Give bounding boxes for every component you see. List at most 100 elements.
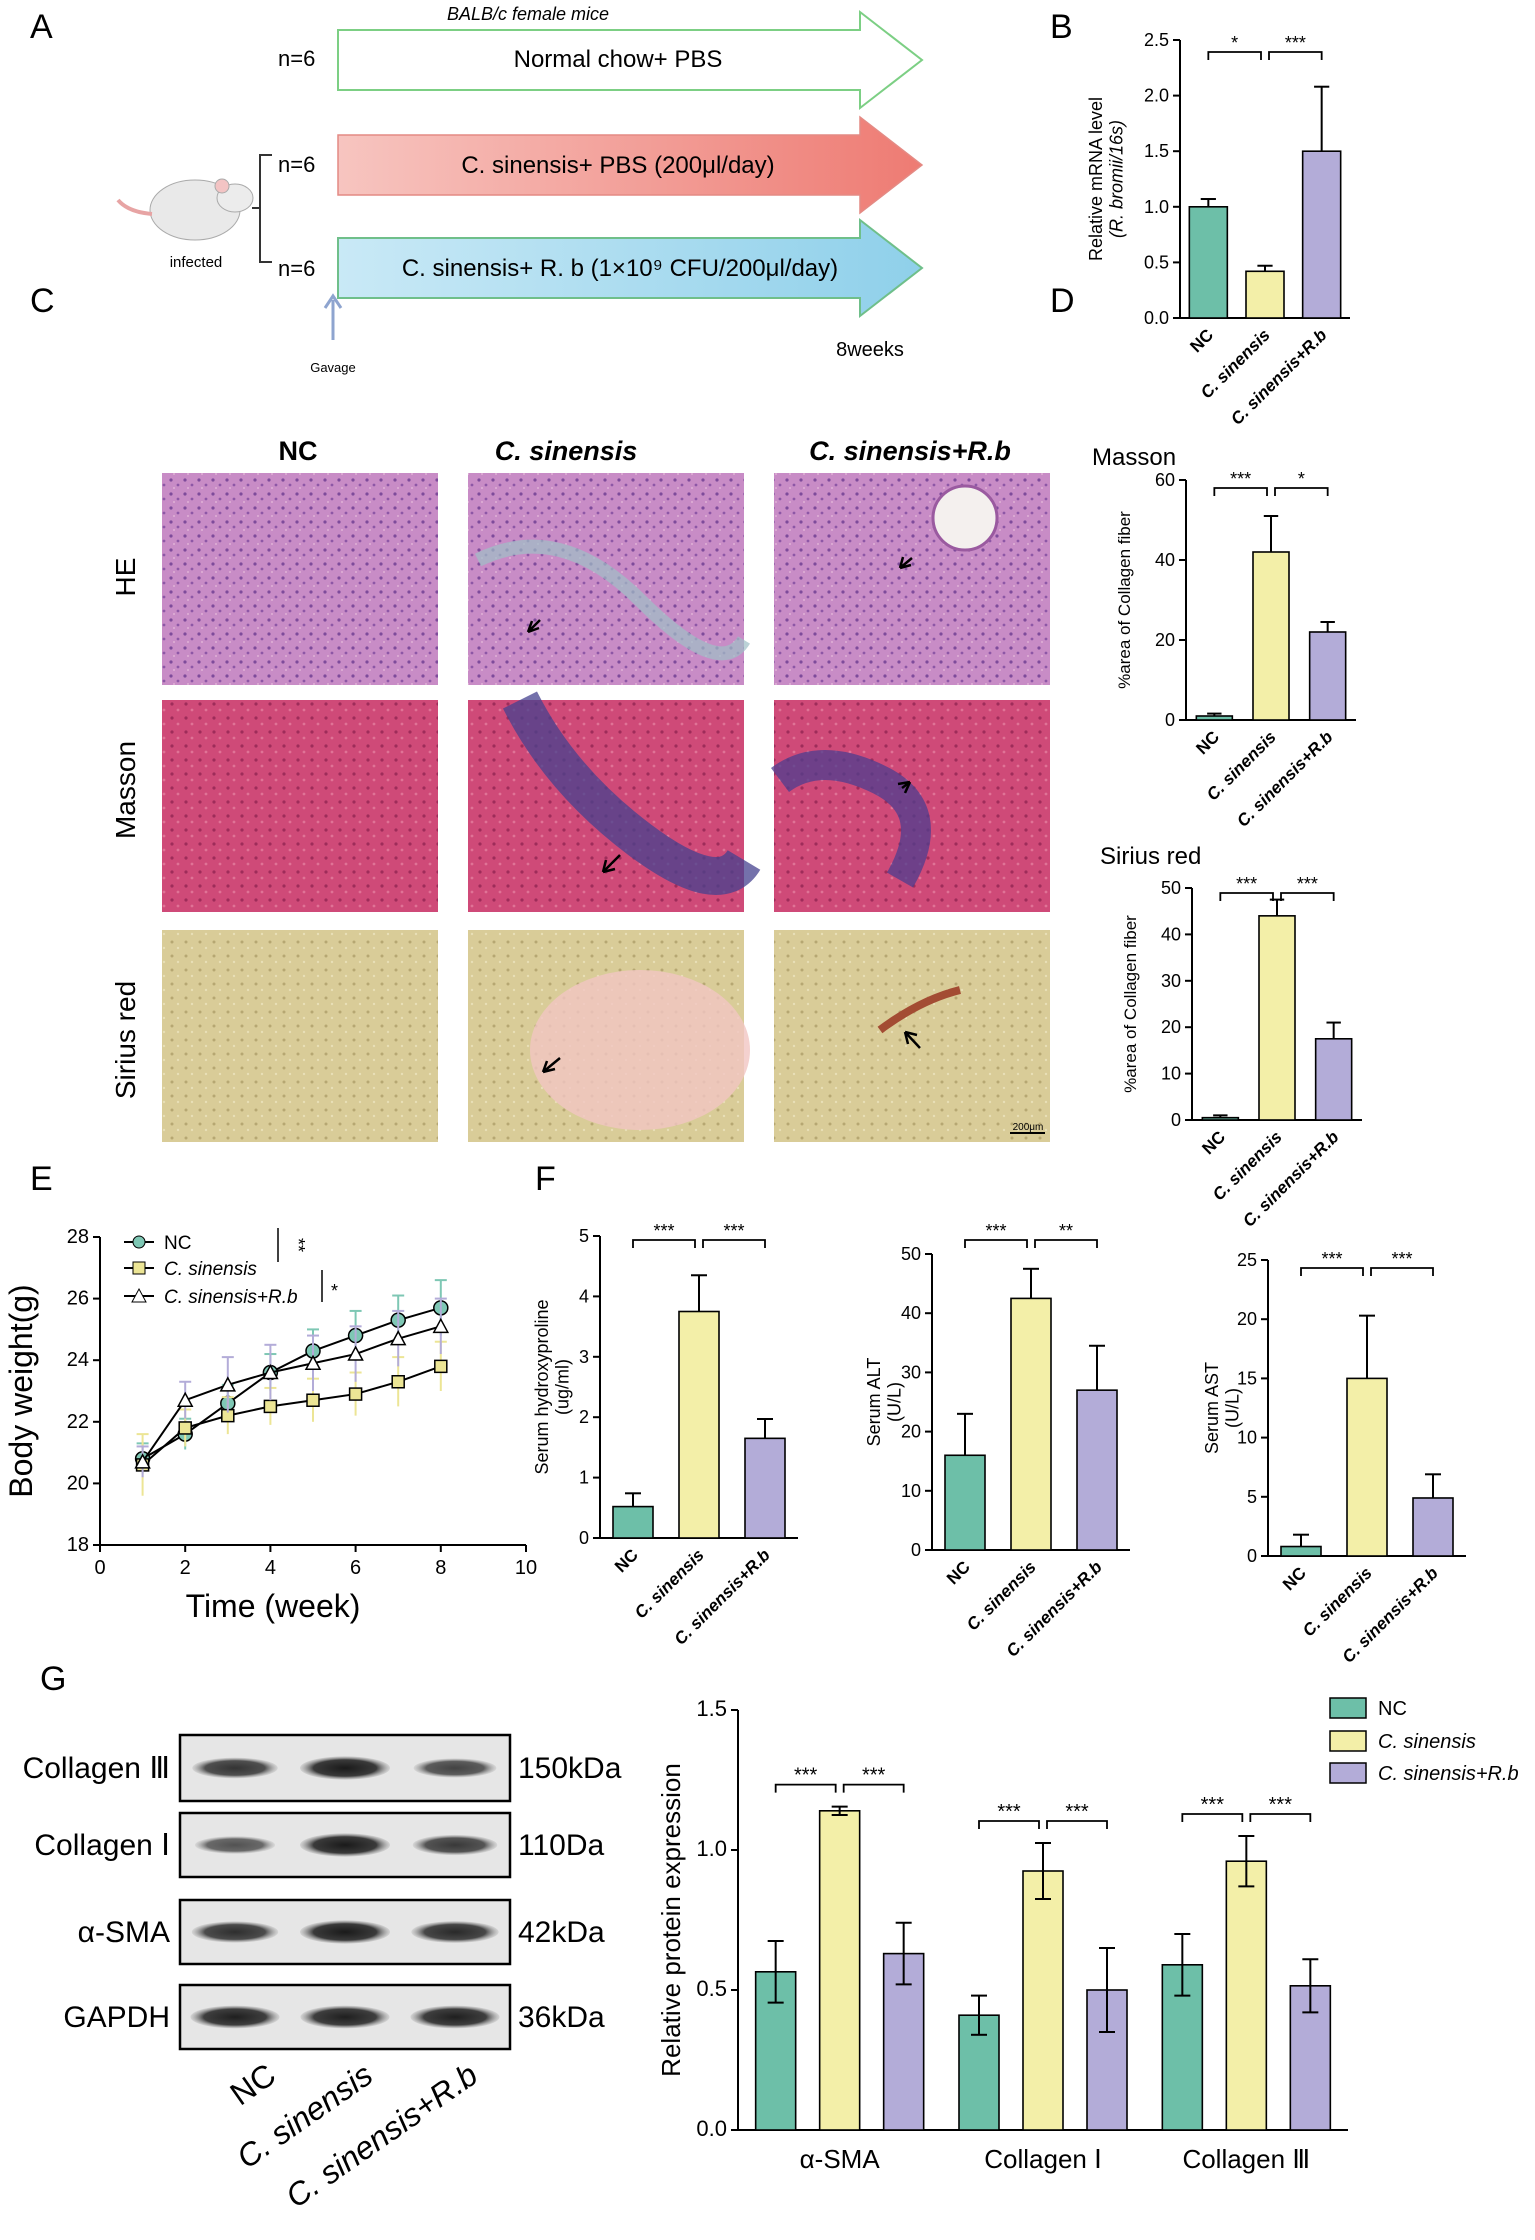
x-tick-label: NC [1186,325,1217,356]
legend-marker [131,1287,147,1303]
blot-band [300,1833,390,1857]
significance-bracket [632,1239,696,1248]
y-tick-label: 24 [67,1349,89,1371]
y-tick-label: 1 [579,1468,589,1488]
legend-swatch [1329,1697,1367,1719]
y-axis-label: %area of Collagen fiber [1121,915,1140,1093]
series-line [141,1325,442,1463]
gavage-label: Gavage [310,360,356,375]
y-tick-label: 0.5 [1144,252,1169,272]
y-tick-label: 0.0 [696,2116,727,2141]
y-tick-label: 20 [67,1472,89,1494]
histo-row-masson: Masson [110,741,141,839]
y-axis-label: %area of Collagen fiber [1115,511,1134,689]
panel-label-d: D [1050,282,1075,320]
y-tick-label: 26 [67,1288,89,1310]
mouse-icon [116,178,254,241]
blot-band [300,2005,390,2029]
significance-bracket [978,1820,1040,1829]
blot-band [194,1836,276,1854]
panel-label-b: B [1050,8,1073,46]
data-point [391,1375,405,1389]
y-tick-label: 10 [901,1481,921,1501]
y-tick-label: 20 [1237,1309,1257,1329]
chart-title: Sirius red [1100,843,1201,870]
histo-row-sirius: Sirius red [110,981,141,1099]
y-tick-label: 0 [1171,1110,1181,1130]
significance-bracket [1207,51,1262,60]
bar [1280,1545,1322,1557]
y-tick-label: 0 [1165,710,1175,730]
data-point [134,1453,151,1469]
blot-band [300,1756,390,1780]
bar [1201,1116,1240,1121]
group-n-crb: n=6 [278,256,315,281]
blot-band [412,1834,498,1856]
y-tick-label: 0 [911,1540,921,1560]
legend-label: C. sinensis+R.b [164,1287,298,1308]
bar [1308,631,1347,721]
y-axis-label: Relative mRNA level(R. bromii/16s) [1086,97,1127,261]
y-tick-label: 40 [901,1303,921,1323]
y-tick-label: 2.5 [1144,30,1169,50]
data-point [263,1399,278,1414]
group-label-nc: Normal chow+ PBS [514,46,723,73]
data-point [262,1363,279,1380]
significance-bracket [1268,51,1323,60]
histo-col-crb: C. sinensis+R.b [809,436,1011,466]
group-arrow-cs [337,115,924,215]
y-axis-label: Serum hydroxyproline(ug/ml) [532,1299,573,1474]
significance-bracket [1219,892,1274,901]
significance-label: ** [288,1238,308,1252]
y-tick-label: 0 [579,1528,589,1548]
group-arrow-crb [337,217,924,319]
y-tick-label: 50 [1161,878,1181,898]
blot-band [300,1920,390,1944]
y-tick-label: 30 [901,1362,921,1382]
significance-bracket [1249,1813,1312,1822]
blot-protein-label: α-SMA [78,1916,170,1949]
significance-bracket [1280,892,1335,901]
blot-lane-label: NC [224,2056,283,2112]
significance-label: *** [1269,1794,1293,1816]
y-tick-label: 10 [1161,1064,1181,1084]
lesion-arrow-icon [903,1030,921,1049]
data-point [389,1330,407,1346]
bar [678,1310,720,1539]
y-tick-label: 18 [67,1534,89,1556]
series-line [141,1365,442,1466]
x-tick-label: NC [1192,727,1223,758]
significance-bracket [1370,1267,1434,1276]
significance-label: *** [1065,1801,1089,1823]
group-n-nc: n=6 [278,46,315,71]
y-tick-label: 22 [67,1411,89,1433]
panel-c-histology: NC C. sinensis C. sinensis+R.b HE Masson… [110,436,1050,1142]
significance-bracket [1300,1267,1364,1276]
blot-protein-label: Collagen Ⅰ [34,1829,170,1862]
infected-label: infected [170,254,223,271]
significance-bracket [1034,1239,1098,1248]
data-point [304,1354,322,1371]
significance-label: *** [794,1765,818,1787]
blot-lane-label: C. sinensis+R.b [279,2056,484,2215]
significance-label: *** [1285,33,1306,53]
legend-label: NC [164,1233,191,1254]
legend-marker [132,1235,146,1249]
chart-g-protein-expression: 0.0 0.5 1.0 1.5 *** *** α-SMA *** *** Collagen Ⅰ *… [656,1696,1519,2174]
significance-label: * [1231,33,1238,53]
y-tick-label: 0.0 [1144,308,1169,328]
gavage-arrow [323,293,343,340]
bar [1225,1860,1268,2131]
significance-label: * [331,1281,338,1301]
y-axis-label: Serum AST(U/L) [1202,1362,1243,1454]
y-tick-label: 20 [1155,630,1175,650]
histo-col-cs: C. sinensis [495,436,638,466]
y-axis-label: Relative protein expression [656,1763,686,2077]
legend-marker [132,1261,146,1275]
y-tick-label: 4 [579,1286,589,1306]
lesion-arrow-icon [526,619,541,634]
